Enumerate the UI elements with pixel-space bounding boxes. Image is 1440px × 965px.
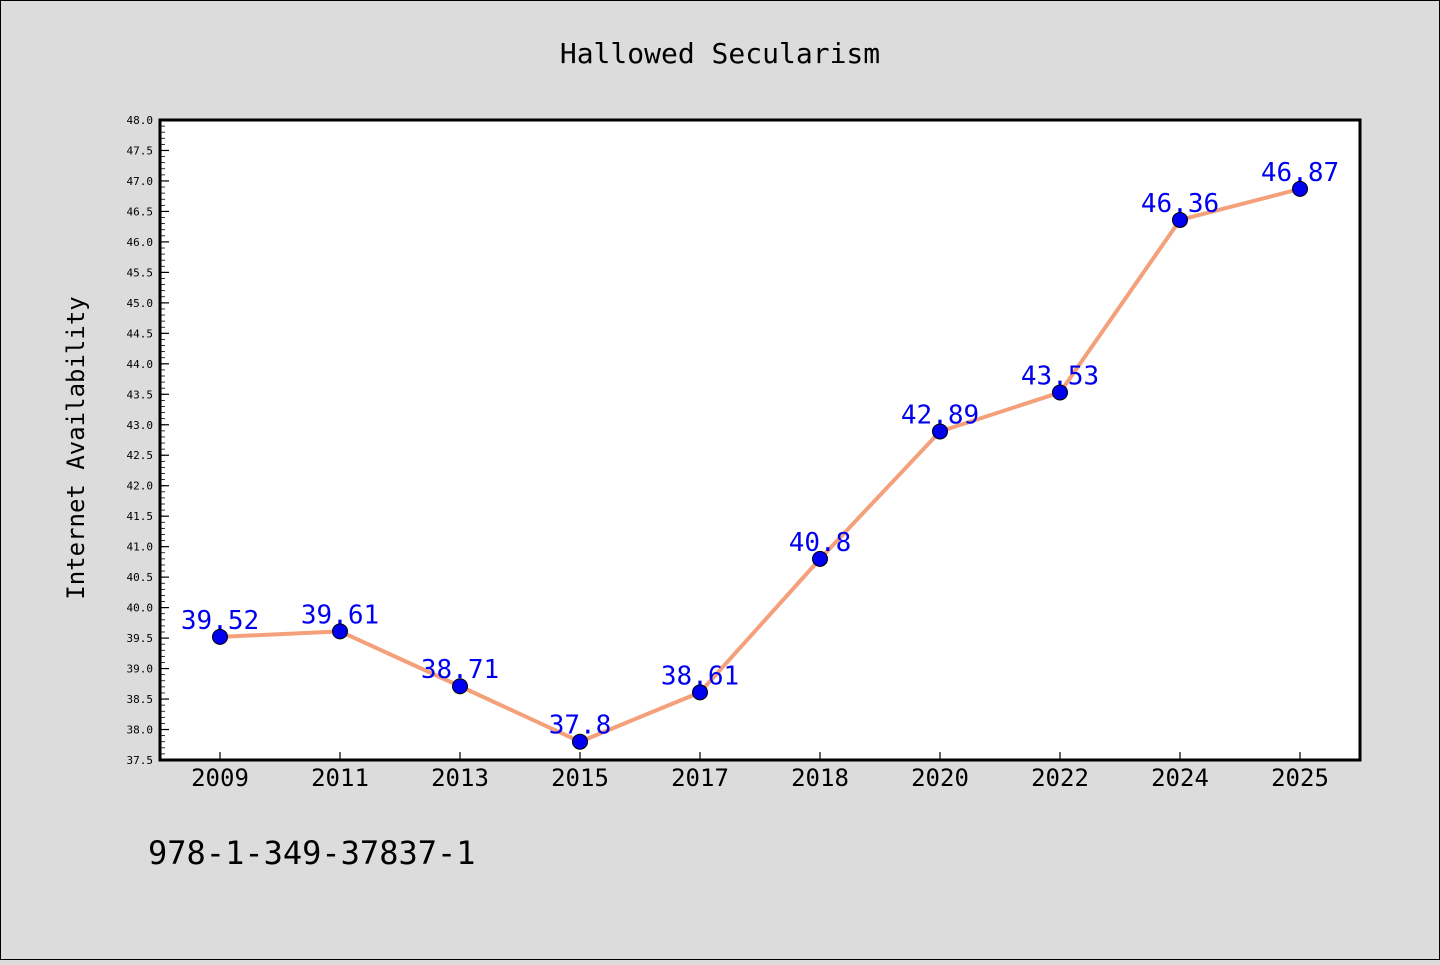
data-point-marker [212, 628, 228, 645]
y-tick-label: 47.5 [127, 144, 154, 157]
x-tick-label: 2015 [551, 764, 609, 792]
data-point-marker [932, 423, 948, 440]
y-tick-label: 38.5 [127, 693, 154, 706]
data-label: 38.61 [661, 661, 739, 691]
y-tick-label: 40.0 [127, 602, 154, 615]
data-label: 40.8 [789, 528, 852, 558]
y-tick-label: 44.0 [127, 358, 154, 371]
y-tick-label: 42.0 [127, 480, 154, 493]
x-tick-label: 2024 [1151, 764, 1209, 792]
y-tick-label: 46.5 [127, 205, 154, 218]
data-label: 46.36 [1141, 189, 1219, 219]
y-tick-label: 45.5 [127, 266, 154, 279]
y-tick-label: 39.0 [127, 663, 154, 676]
chart-title: Hallowed Secularism [560, 37, 880, 70]
data-point-marker [452, 678, 468, 695]
data-labels: 39.52 39.61 38.71 37.8 38.61 40.8 42.89 43.53 46… [181, 158, 1339, 741]
data-point-marker [1052, 384, 1068, 401]
y-tick-label: 44.5 [127, 327, 154, 340]
y-tick-label: 43.0 [127, 419, 154, 432]
data-points [212, 180, 1308, 750]
x-axis: 2009 2011 2013 2015 2017 2018 2020 2022 2024 2025 [191, 752, 1329, 792]
series-line [218, 186, 1302, 744]
y-axis: 37.5 38.0 38.5 39.0 39.5 40.0 40.5 41.0 41.5 42.0… [127, 114, 169, 767]
y-tick-label: 41.0 [127, 541, 154, 554]
data-point-marker [572, 733, 588, 750]
y-tick-label: 46.0 [127, 236, 154, 249]
data-label: 42.89 [901, 400, 979, 430]
data-point-marker [692, 684, 708, 701]
x-tick-label: 2017 [671, 764, 729, 792]
data-label: 43.53 [1021, 361, 1099, 391]
x-tick-label: 2025 [1271, 764, 1329, 792]
y-tick-label: 42.5 [127, 449, 154, 462]
x-tick-label: 2020 [911, 764, 969, 792]
data-point-marker [812, 550, 828, 567]
plot-frame [158, 118, 1362, 762]
x-tick-label: 2013 [431, 764, 489, 792]
data-label: 39.61 [301, 600, 379, 630]
x-tick-label: 2022 [1031, 764, 1089, 792]
isbn-annotation: 978-1-349-37837-1 [148, 834, 476, 872]
x-tick-label: 2018 [791, 764, 849, 792]
plot-area [160, 120, 1360, 760]
y-tick-label: 45.0 [127, 297, 154, 310]
y-tick-label: 47.0 [127, 175, 154, 188]
data-label: 38.71 [421, 655, 499, 685]
y-tick-label: 48.0 [127, 114, 154, 127]
data-label: 37.8 [549, 711, 612, 741]
y-tick-label: 41.5 [127, 510, 154, 523]
data-point-marker [1172, 211, 1188, 228]
data-point-marker [1292, 180, 1308, 197]
y-tick-label: 40.5 [127, 571, 154, 584]
data-label: 39.52 [181, 606, 259, 636]
y-tick-label: 38.0 [127, 724, 154, 737]
y-tick-label: 43.5 [127, 388, 154, 401]
x-tick-label: 2011 [311, 764, 369, 792]
data-point-marker [332, 623, 348, 640]
y-axis-label: Internet Availability [62, 296, 90, 599]
y-tick-label: 39.5 [127, 632, 154, 645]
y-tick-label: 37.5 [127, 754, 154, 767]
x-tick-label: 2009 [191, 764, 249, 792]
data-label: 46.87 [1261, 158, 1339, 188]
